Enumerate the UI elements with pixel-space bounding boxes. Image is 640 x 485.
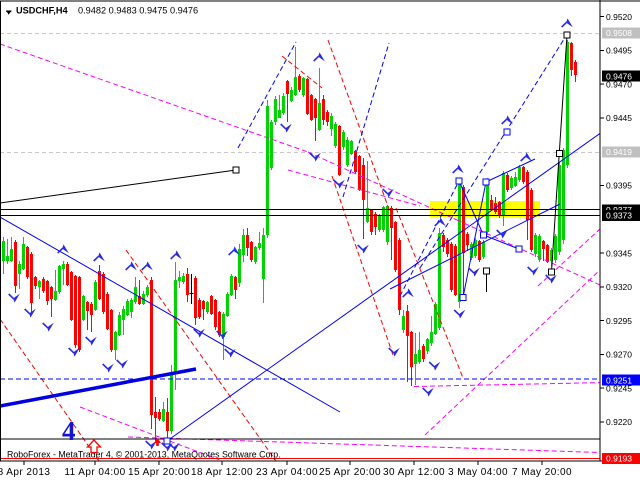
svg-text:0.9395: 0.9395 (606, 181, 632, 191)
svg-text:4: 4 (62, 416, 76, 446)
svg-text:0.9295: 0.9295 (606, 316, 632, 326)
svg-text:23 Apr 04:00: 23 Apr 04:00 (256, 467, 318, 478)
svg-text:RoboForex - MetaTrader 4, © 20: RoboForex - MetaTrader 4, © 2001-2013, M… (7, 450, 281, 460)
svg-text:11 Apr 04:00: 11 Apr 04:00 (64, 467, 125, 478)
svg-text:0.9520: 0.9520 (606, 12, 632, 22)
svg-text:25 Apr 20:00: 25 Apr 20:00 (319, 467, 381, 478)
svg-text:3 May 04:00: 3 May 04:00 (448, 467, 508, 478)
svg-text:0.9270: 0.9270 (606, 350, 632, 360)
svg-text:7 May 20:00: 7 May 20:00 (512, 467, 572, 478)
svg-text:0.9220: 0.9220 (606, 417, 632, 427)
svg-text:USDCHF,H4: USDCHF,H4 (16, 6, 68, 16)
svg-text:0.9445: 0.9445 (606, 113, 632, 123)
svg-text:0.9495: 0.9495 (606, 46, 632, 56)
svg-text:18 Apr 12:00: 18 Apr 12:00 (191, 467, 253, 478)
svg-text:0.9476: 0.9476 (606, 71, 632, 81)
svg-text:30 Apr 12:00: 30 Apr 12:00 (383, 467, 445, 478)
svg-text:0.9251: 0.9251 (606, 375, 632, 385)
svg-text:0.9193: 0.9193 (606, 454, 632, 464)
svg-text:0.9373: 0.9373 (606, 211, 632, 221)
svg-text:0.9482 0.9483 0.9475 0.9476: 0.9482 0.9483 0.9475 0.9476 (78, 6, 198, 16)
svg-text:0.9345: 0.9345 (606, 248, 632, 258)
svg-text:8 Apr 2013: 8 Apr 2013 (0, 467, 50, 478)
svg-text:0.9508: 0.9508 (606, 28, 632, 38)
svg-text:15 Apr 20:00: 15 Apr 20:00 (128, 467, 190, 478)
svg-text:0.9419: 0.9419 (606, 147, 632, 157)
svg-text:0.9320: 0.9320 (606, 282, 632, 292)
